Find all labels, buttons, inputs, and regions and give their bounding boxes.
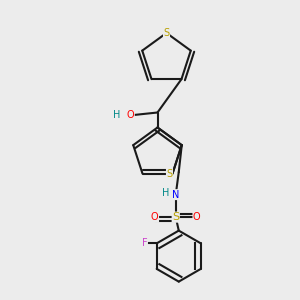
Text: S: S [167,169,172,178]
Text: S: S [172,212,179,222]
Text: O: O [127,110,134,121]
Text: N: N [172,190,179,200]
Text: S: S [164,28,169,38]
Text: H: H [162,188,169,198]
Text: H: H [113,110,121,121]
Text: O: O [193,212,201,222]
Text: O: O [151,212,159,222]
Text: F: F [142,238,148,248]
